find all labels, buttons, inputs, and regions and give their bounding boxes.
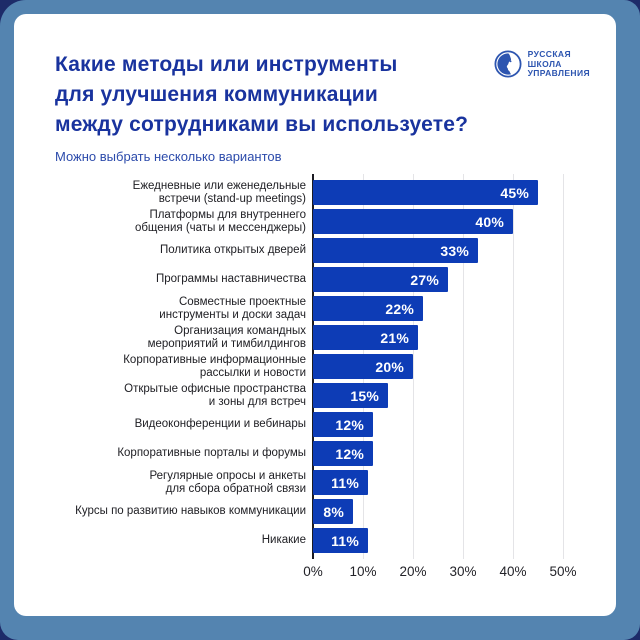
bar: 33%: [313, 238, 478, 263]
bar-value-label: 15%: [350, 387, 379, 404]
category-label: Совместные проектные инструменты и доски …: [14, 296, 313, 322]
bar-row: Корпоративные информационные рассылки и н…: [14, 352, 616, 381]
title-line-1: Какие методы или инструменты: [55, 53, 398, 76]
bar: 22%: [313, 296, 423, 321]
bar-value-label: 27%: [410, 271, 439, 288]
bar-row: Организация командных мероприятий и тимби…: [14, 323, 616, 352]
category-label-line: Платформы для внутреннего: [149, 208, 306, 221]
bar-value-label: 8%: [323, 503, 344, 520]
bar-value-label: 33%: [440, 242, 469, 259]
rshu-emblem-icon: [494, 50, 522, 78]
category-label-line: Политика открытых дверей: [160, 244, 306, 256]
rshu-logo: РУССКАЯ ШКОЛА УПРАВЛЕНИЯ: [494, 49, 590, 79]
page-title: Какие методы или инструменты для улучшен…: [55, 50, 576, 140]
header: Какие методы или инструменты для улучшен…: [14, 14, 616, 140]
category-label-line: рассылки и новости: [199, 366, 306, 379]
logo-line-1: РУССКАЯ: [527, 49, 571, 59]
bar-row: Политика открытых дверей 33%: [14, 236, 616, 265]
page-subtitle: Можно выбрать несколько вариантов: [55, 149, 282, 164]
x-tick-label: 30%: [449, 564, 477, 579]
bar-row: Программы наставничества 27%: [14, 265, 616, 294]
category-label-line: Никакие: [261, 534, 306, 546]
x-tick-label: 50%: [549, 564, 577, 579]
bar-row: Курсы по развитию навыков коммуникации 8%: [14, 497, 616, 526]
category-label-line: Корпоративные порталы и форумы: [117, 447, 306, 459]
category-label-line: инструменты и доски задач: [159, 308, 306, 321]
bar-row: Ежедневные или еженедельные встречи (stan…: [14, 178, 616, 207]
category-label: Открытые офисные пространства и зоны для …: [14, 383, 313, 409]
bar-value-label: 21%: [380, 329, 409, 346]
category-label: Никакие: [14, 534, 313, 547]
bar-value-label: 45%: [500, 184, 529, 201]
category-label: Ежедневные или еженедельные встречи (stan…: [14, 180, 313, 206]
category-label-line: Программы наставничества: [155, 273, 306, 285]
title-line-2: для улучшения коммуникации: [55, 83, 378, 106]
category-label-line: Ежедневные или еженедельные: [132, 179, 306, 192]
bar-value-label: 12%: [335, 416, 364, 433]
bar-row: Открытые офисные пространства и зоны для …: [14, 381, 616, 410]
bar-value-label: 11%: [331, 532, 359, 549]
x-tick-label: 40%: [499, 564, 527, 579]
category-label-line: общения (чаты и мессенджеры): [134, 221, 306, 234]
category-label: Регулярные опросы и анкеты для сбора обра…: [14, 470, 313, 496]
bar: 12%: [313, 441, 373, 466]
logo-line-2: ШКОЛА: [527, 58, 562, 69]
category-label-line: мероприятий и тимбилдингов: [147, 337, 306, 350]
infographic-card: Какие методы или инструменты для улучшен…: [14, 14, 616, 616]
bar-row: Видеоконференции и вебинары 12%: [14, 410, 616, 439]
bar-row: Платформы для внутреннего общения (чаты и…: [14, 207, 616, 236]
bar: 21%: [313, 325, 418, 350]
x-tick-label: 0%: [303, 564, 323, 579]
x-axis: 0% 10% 20% 30% 40% 50%: [14, 555, 616, 585]
x-tick-label: 20%: [399, 564, 427, 579]
bar-row: Регулярные опросы и анкеты для сбора обра…: [14, 468, 616, 497]
category-label: Корпоративные порталы и форумы: [14, 447, 313, 460]
bar: 12%: [313, 412, 373, 437]
logo-line-3: УПРАВЛЕНИЯ: [527, 68, 590, 78]
category-label: Организация командных мероприятий и тимби…: [14, 325, 313, 351]
category-label: Платформы для внутреннего общения (чаты и…: [14, 209, 313, 235]
bar: 11%: [313, 470, 368, 495]
bar-value-label: 11%: [331, 474, 359, 491]
category-label-line: Корпоративные информационные: [123, 353, 306, 366]
category-label-line: Совместные проектные: [178, 295, 306, 308]
bar: 45%: [313, 180, 538, 205]
bar: 27%: [313, 267, 448, 292]
bar-value-label: 40%: [475, 213, 504, 230]
x-tick-label: 10%: [349, 564, 377, 579]
category-label-line: встречи (stand-up meetings): [158, 192, 306, 205]
bar-rows: Ежедневные или еженедельные встречи (stan…: [14, 178, 616, 555]
bar: 20%: [313, 354, 413, 379]
category-label-line: Курсы по развитию навыков коммуникации: [75, 505, 306, 517]
category-label-line: для сбора обратной связи: [165, 482, 306, 495]
category-label-line: Видеоконференции и вебинары: [134, 418, 306, 430]
category-label-line: Организация командных: [174, 324, 306, 337]
bar-chart: Ежедневные или еженедельные встречи (stan…: [14, 174, 616, 585]
plot-area: Ежедневные или еженедельные встречи (stan…: [14, 174, 616, 559]
rshu-logo-text: РУССКАЯ ШКОЛА УПРАВЛЕНИЯ: [527, 49, 590, 79]
category-label: Программы наставничества: [14, 273, 313, 286]
bar: 15%: [313, 383, 388, 408]
category-label-line: Открытые офисные пространства: [124, 382, 306, 395]
bar: 11%: [313, 528, 368, 553]
bar: 8%: [313, 499, 353, 524]
category-label-line: Регулярные опросы и анкеты: [149, 469, 307, 482]
bar-value-label: 22%: [385, 300, 414, 317]
category-label: Курсы по развитию навыков коммуникации: [14, 505, 313, 518]
bar-row: Никакие 11%: [14, 526, 616, 555]
category-label: Видеоконференции и вебинары: [14, 418, 313, 431]
bar-row: Корпоративные порталы и форумы 12%: [14, 439, 616, 468]
category-label: Политика открытых дверей: [14, 244, 313, 257]
category-label-line: и зоны для встреч: [208, 395, 306, 408]
bar-value-label: 12%: [335, 445, 364, 462]
title-line-3: между сотрудниками вы используете?: [55, 113, 469, 136]
bar-row: Совместные проектные инструменты и доски …: [14, 294, 616, 323]
bar-value-label: 20%: [375, 358, 404, 375]
bar: 40%: [313, 209, 513, 234]
category-label: Корпоративные информационные рассылки и н…: [14, 354, 313, 380]
